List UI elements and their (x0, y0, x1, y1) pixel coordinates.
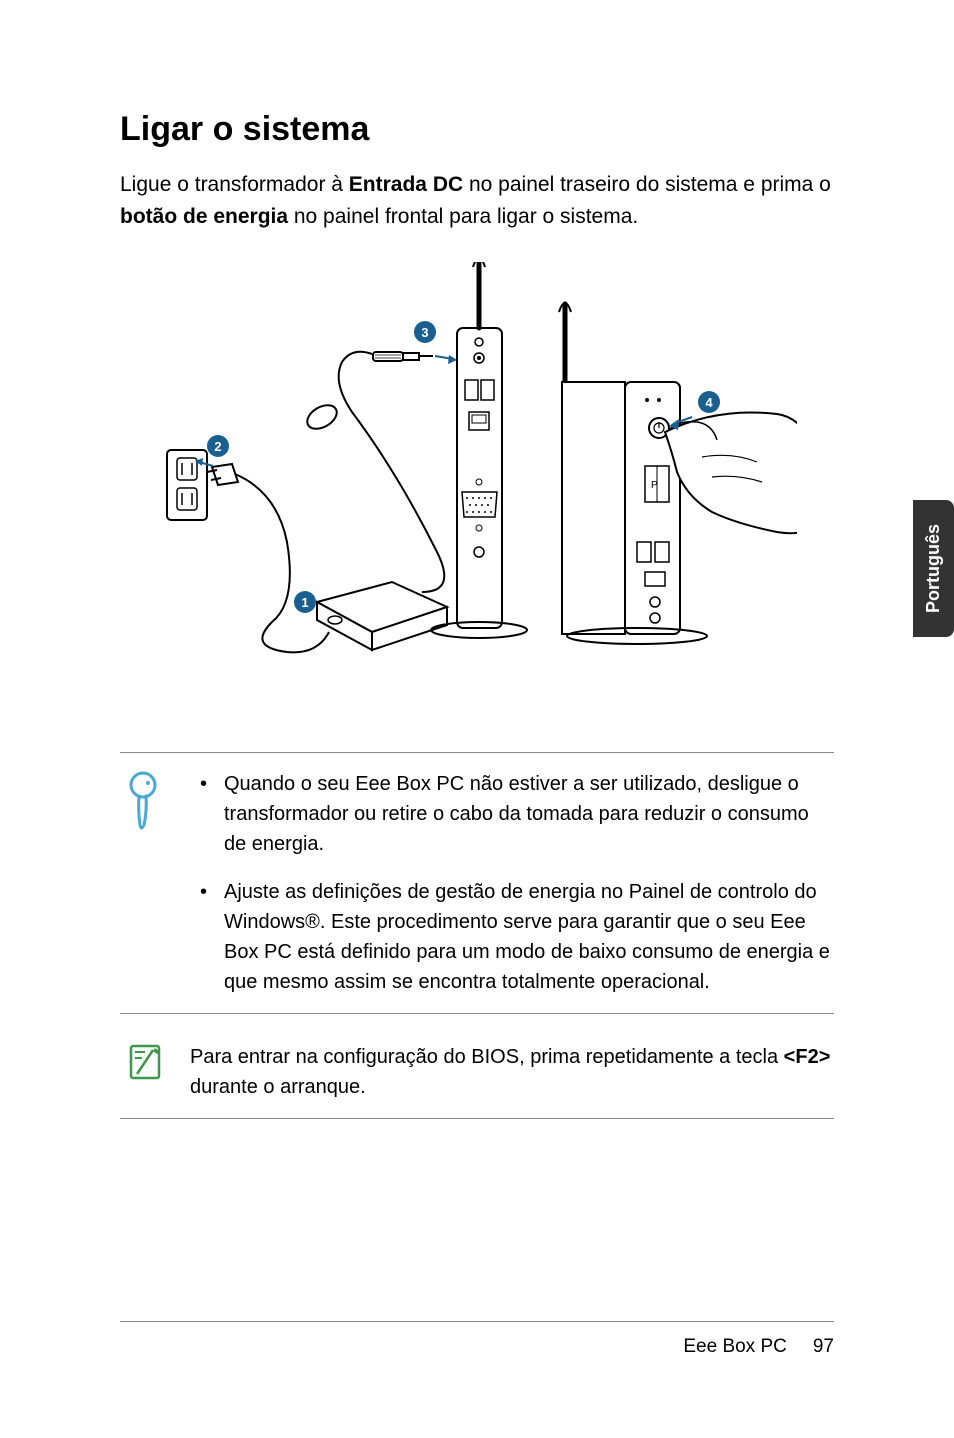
intro-text-2: no painel traseiro do sistema e prima o (463, 173, 831, 196)
intro-bold-2: botão de energia (120, 205, 288, 228)
tip-content: Quando o seu Eee Box PC não estiver a se… (190, 769, 834, 997)
tip-item-2: Ajuste as definições de gestão de energi… (190, 877, 834, 997)
callout-3: 3 (421, 325, 428, 340)
note-text-2: durante o arranque. (190, 1076, 366, 1098)
tip-item-1: Quando o seu Eee Box PC não estiver a se… (190, 769, 834, 859)
note-text-1: Para entrar na configuração do BIOS, pri… (190, 1046, 784, 1068)
note-icon (120, 1042, 170, 1102)
intro-text-1: Ligue o transformador à (120, 173, 349, 196)
note-box: Para entrar na configuração do BIOS, pri… (120, 1026, 834, 1119)
svg-text:P: P (651, 480, 658, 491)
page-content: Ligar o sistema Ligue o transformador à … (0, 0, 954, 1119)
footer-product: Eee Box PC (683, 1336, 787, 1358)
callout-2: 2 (214, 439, 221, 454)
intro-paragraph: Ligue o transformador à Entrada DC no pa… (120, 169, 834, 232)
page-title: Ligar o sistema (120, 110, 834, 149)
note-bold: <F2> (784, 1046, 831, 1068)
intro-text-3: no painel frontal para ligar o sistema. (288, 205, 638, 228)
callout-1: 1 (301, 595, 308, 610)
tip-box: Quando o seu Eee Box PC não estiver a se… (120, 752, 834, 1014)
magnifier-icon (120, 769, 170, 997)
setup-illustration: P 3 2 1 4 (157, 262, 797, 662)
page-footer: Eee Box PC 97 (120, 1321, 834, 1358)
note-content: Para entrar na configuração do BIOS, pri… (190, 1042, 834, 1102)
footer-page-number: 97 (813, 1336, 834, 1358)
intro-bold-1: Entrada DC (349, 173, 463, 196)
callout-4: 4 (705, 395, 713, 410)
